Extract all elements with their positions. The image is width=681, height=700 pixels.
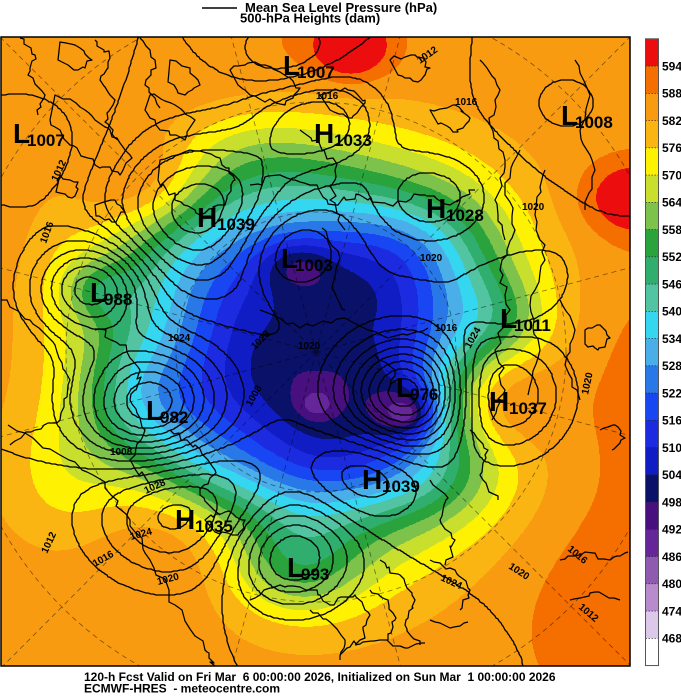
svg-text:1007: 1007 [27, 131, 65, 150]
svg-text:570: 570 [662, 169, 681, 183]
svg-text:ECMWF-HRES - meteocentre.com: ECMWF-HRES - meteocentre.com [84, 682, 280, 696]
svg-text:564: 564 [662, 196, 681, 210]
svg-text:510: 510 [662, 441, 681, 455]
svg-text:L: L [287, 552, 304, 583]
svg-text:594: 594 [662, 60, 681, 74]
svg-text:1020: 1020 [580, 371, 595, 395]
svg-text:552: 552 [662, 250, 681, 264]
svg-text:1039: 1039 [217, 215, 255, 234]
svg-text:528: 528 [662, 359, 681, 373]
svg-text:546: 546 [662, 277, 681, 291]
svg-text:1024: 1024 [168, 333, 191, 344]
svg-text:H: H [175, 504, 195, 535]
svg-text:558: 558 [662, 223, 681, 237]
svg-text:582: 582 [662, 114, 681, 128]
svg-text:L: L [500, 303, 517, 334]
svg-text:L: L [281, 243, 298, 274]
svg-text:H: H [362, 464, 382, 495]
svg-text:L: L [13, 118, 30, 149]
svg-text:588: 588 [662, 87, 681, 101]
svg-text:540: 540 [662, 305, 681, 319]
svg-text:534: 534 [662, 332, 681, 346]
svg-text:L: L [561, 100, 578, 131]
svg-text:L: L [90, 277, 107, 308]
svg-text:1039: 1039 [382, 477, 420, 496]
svg-text:1020: 1020 [298, 341, 321, 352]
svg-text:504: 504 [662, 468, 681, 482]
svg-text:500-hPa Heights (dam): 500-hPa Heights (dam) [240, 11, 380, 26]
svg-text:1020: 1020 [522, 202, 545, 213]
svg-text:1011: 1011 [514, 316, 551, 335]
svg-text:1007: 1007 [297, 63, 335, 82]
svg-text:1037: 1037 [509, 399, 547, 418]
svg-text:Mean Sea Level Pressure (hPa): Mean Sea Level Pressure (hPa) [245, 0, 437, 15]
svg-text:976: 976 [410, 385, 438, 404]
svg-text:120-h Fcst Valid on Fri Mar 6: 120-h Fcst Valid on Fri Mar 6 00:00:00 2… [84, 670, 556, 684]
svg-text:1016: 1016 [455, 97, 478, 108]
svg-text:474: 474 [662, 604, 681, 618]
svg-text:H: H [426, 193, 446, 224]
svg-text:H: H [197, 202, 217, 233]
svg-text:H: H [314, 118, 334, 149]
svg-text:1008: 1008 [110, 447, 133, 458]
svg-text:522: 522 [662, 386, 681, 400]
svg-text:516: 516 [662, 414, 681, 428]
svg-text:480: 480 [662, 577, 681, 591]
svg-text:576: 576 [662, 141, 681, 155]
svg-text:1028: 1028 [446, 206, 484, 225]
svg-text:L: L [283, 50, 300, 81]
svg-text:988: 988 [104, 290, 132, 309]
svg-text:L: L [146, 395, 163, 426]
svg-text:498: 498 [662, 495, 681, 509]
svg-text:1033: 1033 [334, 131, 372, 150]
svg-text:468: 468 [662, 632, 681, 646]
svg-text:486: 486 [662, 550, 681, 564]
svg-text:H: H [489, 386, 509, 417]
svg-text:L: L [396, 372, 413, 403]
svg-text:1008: 1008 [575, 113, 613, 132]
svg-text:492: 492 [662, 523, 681, 537]
svg-text:1035: 1035 [195, 517, 233, 536]
svg-text:1016: 1016 [316, 91, 339, 102]
svg-text:1020: 1020 [420, 253, 443, 264]
svg-text:993: 993 [301, 565, 329, 584]
svg-text:982: 982 [160, 408, 188, 427]
svg-text:1016: 1016 [435, 323, 458, 334]
svg-text:1003: 1003 [295, 256, 333, 275]
